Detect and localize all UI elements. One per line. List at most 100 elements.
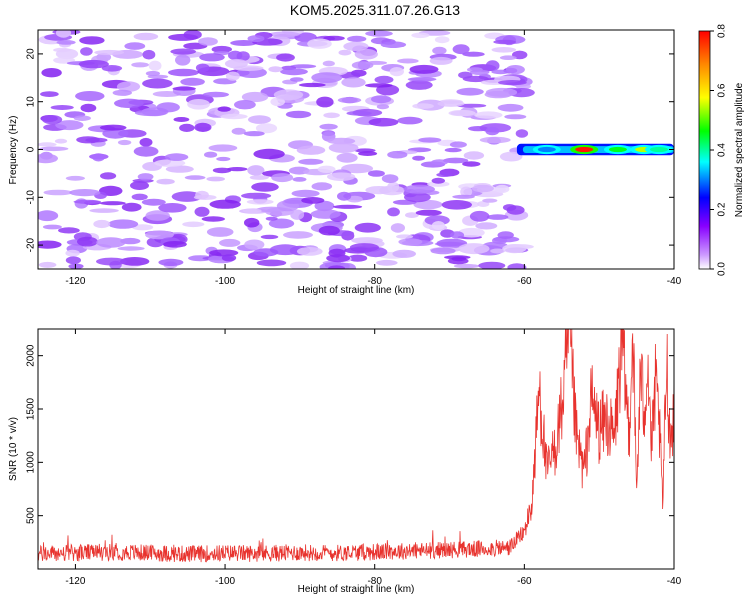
noise-blob	[437, 100, 465, 107]
heatmap-frame	[37, 29, 675, 270]
noise-blob	[475, 222, 498, 230]
noise-blob	[212, 167, 232, 174]
signal-peak	[608, 146, 627, 153]
line-chart-xtick-label: -100	[215, 576, 235, 587]
noise-blob	[134, 109, 167, 117]
noise-blob	[365, 83, 393, 88]
noise-blob	[201, 216, 225, 222]
noise-blob	[507, 263, 527, 269]
noise-blob	[442, 157, 469, 164]
noise-blob	[337, 97, 362, 104]
noise-blob	[441, 200, 472, 210]
noise-blob	[291, 189, 320, 198]
noise-blob	[515, 83, 531, 90]
noise-blob	[99, 201, 126, 206]
noise-blob	[164, 153, 189, 161]
noise-blob	[80, 47, 93, 56]
noise-blob	[42, 115, 63, 125]
colorbar-label: Normalized spectral amplitude	[734, 82, 745, 217]
noise-blob	[255, 123, 278, 134]
noise-blob	[427, 181, 450, 187]
noise-blob	[265, 216, 278, 221]
noise-blob	[195, 63, 210, 73]
noise-blob	[374, 75, 394, 84]
noise-blob	[156, 178, 175, 185]
noise-blob	[498, 80, 527, 86]
noise-blob	[206, 176, 225, 182]
noise-blob	[99, 124, 127, 131]
noise-blob	[260, 234, 279, 240]
noise-blob	[180, 77, 205, 86]
noise-blob	[405, 212, 419, 219]
noise-blob	[456, 103, 487, 108]
noise-blob	[311, 72, 343, 83]
noise-blob	[38, 153, 58, 164]
noise-blob	[145, 210, 170, 221]
noise-blob	[390, 223, 405, 233]
noise-blob	[132, 224, 154, 231]
noise-blob	[183, 30, 202, 40]
noise-blob	[458, 227, 485, 238]
noise-blob	[268, 218, 295, 229]
line-chart-xlabel: Height of straight line (km)	[298, 584, 415, 595]
noise-blob	[381, 174, 399, 184]
noise-blob	[148, 60, 162, 71]
noise-blob	[292, 177, 307, 182]
noise-blob	[397, 116, 423, 125]
heatmap-ytick-label: -10	[26, 190, 37, 205]
noise-blob	[137, 173, 154, 181]
noise-blob	[184, 175, 206, 180]
noise-blob	[314, 200, 335, 212]
colorbar-tick-label: 0.4	[717, 143, 728, 157]
noise-blob	[154, 159, 186, 167]
noise-blob	[268, 66, 283, 73]
colorbar-gradient	[698, 30, 711, 270]
noise-blob	[462, 51, 485, 57]
noise-blob	[389, 67, 404, 77]
noise-blob	[371, 95, 392, 104]
noise-blob	[365, 30, 393, 37]
noise-blob	[141, 198, 166, 206]
noise-blob	[253, 148, 285, 160]
noise-blob	[499, 151, 523, 162]
noise-blob	[327, 137, 356, 145]
colorbar-tick-label: 0.6	[717, 83, 728, 97]
noise-blob	[243, 131, 265, 137]
noise-blob	[351, 61, 374, 70]
noise-blob	[78, 59, 109, 69]
noise-blob	[458, 243, 490, 255]
noise-blob	[432, 46, 447, 55]
noise-blob	[376, 259, 398, 266]
noise-blob	[168, 68, 199, 77]
noise-blob	[156, 102, 180, 113]
noise-blob	[415, 209, 442, 216]
noise-blob	[280, 68, 308, 76]
noise-blob	[226, 71, 240, 81]
noise-blob	[116, 81, 141, 92]
noise-blob	[418, 137, 442, 143]
noise-blob	[504, 114, 527, 120]
noise-blob	[485, 87, 518, 97]
noise-blob	[450, 231, 465, 239]
noise-blob	[73, 115, 91, 121]
noise-blob	[170, 48, 196, 55]
snr-series-line	[38, 329, 674, 563]
noise-blob	[387, 150, 408, 159]
noise-blob	[453, 263, 480, 269]
figure-title: KOM5.2025.311.07.26.G13	[289, 2, 461, 18]
noise-blob	[398, 238, 423, 246]
noise-blob	[283, 231, 313, 239]
line-chart-ytick-label: 1500	[26, 397, 37, 420]
noise-blob	[326, 254, 350, 263]
noise-blob	[491, 47, 517, 53]
noise-blob	[318, 225, 340, 236]
noise-blob	[73, 199, 102, 204]
noise-blob	[165, 165, 194, 173]
noise-blob	[490, 248, 505, 254]
noise-blob	[298, 158, 324, 165]
noise-blob	[367, 170, 385, 177]
noise-blob	[346, 110, 372, 116]
noise-blob	[478, 261, 506, 269]
noise-blob	[412, 155, 425, 161]
noise-blob	[328, 265, 346, 269]
